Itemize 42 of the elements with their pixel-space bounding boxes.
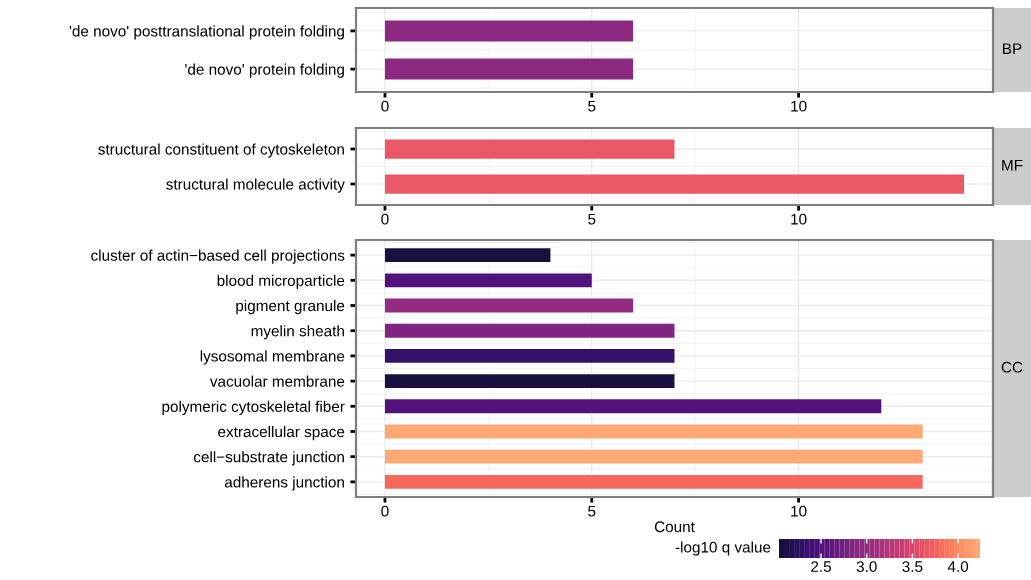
y-tick-label: cell−substrate junction bbox=[193, 451, 344, 466]
bar bbox=[384, 424, 923, 439]
bar bbox=[384, 399, 882, 414]
x-tick-label: 5 bbox=[588, 505, 596, 517]
y-tick-label: cluster of actin−based cell projections bbox=[91, 249, 345, 264]
x-tick-label: 10 bbox=[791, 505, 807, 517]
bar bbox=[384, 323, 675, 338]
x-tick-label: 5 bbox=[588, 100, 596, 112]
x-tick-label: 0 bbox=[381, 213, 389, 225]
y-tick-label: 'de novo' protein folding bbox=[185, 63, 344, 78]
bar bbox=[384, 474, 923, 489]
color-bar-label: 3.5 bbox=[902, 561, 923, 572]
bar bbox=[384, 248, 551, 263]
x-tick-label: 10 bbox=[791, 100, 807, 112]
x-tick-label: 0 bbox=[381, 100, 389, 112]
y2-axis-title: BP bbox=[1003, 43, 1022, 54]
y-tick-label: extracellular space bbox=[218, 425, 345, 441]
y2-axis-title: MF bbox=[1002, 159, 1023, 171]
y-tick-label: 'de novo' posttranslational protein folding bbox=[69, 25, 344, 40]
bar bbox=[384, 298, 634, 313]
y2-axis-title: CC bbox=[1001, 361, 1023, 373]
y-tick-label: structural constituent of cytoskeleton bbox=[98, 143, 344, 158]
bar bbox=[384, 374, 675, 389]
y-tick-label: myelin sheath bbox=[251, 325, 344, 340]
x-tick-label: 5 bbox=[588, 213, 596, 225]
x-axis-title: Count bbox=[654, 521, 695, 533]
color-bar-title: -log10 q value bbox=[675, 541, 771, 556]
color-bar-label: 3.0 bbox=[856, 561, 877, 572]
y-tick-label: blood microparticle bbox=[217, 274, 345, 290]
y-tick-label: lysosomal membrane bbox=[200, 350, 345, 365]
y-tick-label: vacuolar membrane bbox=[209, 375, 345, 387]
y-tick-label: pigment granule bbox=[236, 299, 345, 315]
bar bbox=[384, 449, 923, 464]
y-tick-label: adherens junction bbox=[224, 476, 344, 491]
x-tick-label: 0 bbox=[381, 505, 389, 517]
y-tick-label: polymeric cytoskeletal fiber bbox=[162, 400, 345, 415]
y-tick-label: structural molecule activity bbox=[166, 178, 345, 193]
color-bar-label: 2.5 bbox=[811, 561, 832, 572]
x-tick-label: 10 bbox=[791, 213, 807, 225]
bar bbox=[384, 348, 675, 363]
bar bbox=[384, 273, 592, 288]
color-bar-label: 4.0 bbox=[947, 561, 969, 572]
